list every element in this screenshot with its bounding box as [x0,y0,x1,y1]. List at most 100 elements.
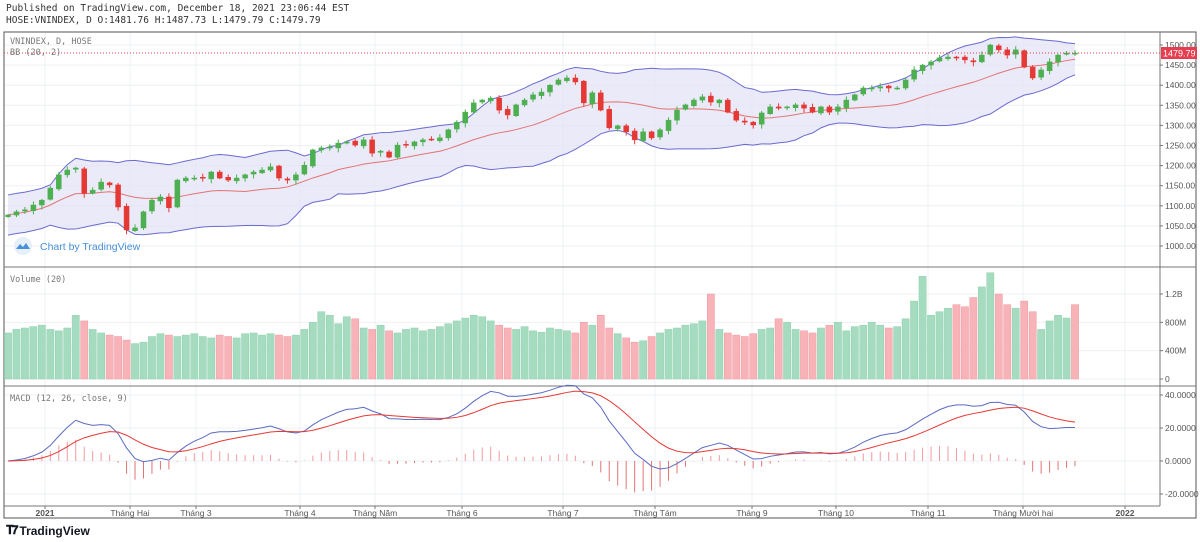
candle-body [911,69,917,80]
candle-body [106,182,113,186]
candle-body [132,227,138,231]
candle-body [928,61,934,66]
candle-body [860,87,867,95]
candle-body [674,109,680,121]
volume-bar [918,276,927,380]
time-axis-label: Tháng 7 [547,508,578,518]
volume-bar [834,322,842,380]
volume-bar [54,330,63,380]
candle-body [208,171,214,180]
volume-bar [131,343,139,380]
candle-body [335,142,342,149]
volume-bar [867,322,876,380]
macd-label[interactable]: MACD (12, 26, close, 9) [10,394,128,404]
tradingview-cloud-icon [14,237,32,255]
candle-body [1055,54,1061,63]
candle-body [801,104,807,109]
price-tick-label: 1250.00 [1165,141,1196,151]
candle-body [530,94,536,100]
published-info: Published on TradingView.com, December 1… [6,3,350,14]
volume-bar [800,330,808,380]
volume-tick-label: 1.2B [1165,289,1183,299]
volume-bar [850,326,859,380]
volume-bar [190,333,199,380]
volume-bar [232,337,241,380]
volume-bar [563,330,571,380]
volume-bar [21,327,29,380]
volume-bar [639,340,647,380]
macd-plot [7,384,1076,493]
candle-body [225,177,231,181]
bollinger-bands [7,36,1076,236]
volume-bar [351,318,360,380]
volume-bar [546,327,554,380]
time-axis-label: Tháng Hai [110,508,149,518]
volume-bar [80,320,89,380]
volume-bar [935,311,944,380]
candle-body [233,177,240,182]
candle-body [437,137,443,141]
volume-bar [393,332,402,380]
candle-body [454,121,460,130]
bb-indicator-label[interactable]: BB (20, 2) [10,48,61,58]
volume-bar [402,329,410,380]
volume-bar [715,329,724,380]
candle-body [428,138,435,141]
candle-body [996,45,1002,51]
time-axis-label: Tháng 3 [180,508,211,518]
time-axis-label: Tháng 6 [446,508,477,518]
candle-body [5,214,11,217]
candle-body [200,177,206,179]
volume-bar [994,293,1003,380]
candle-body [377,150,384,153]
volume-bar [122,339,131,380]
volume-bar [309,322,317,380]
candle-body [835,106,841,112]
last-price-badge [1161,47,1197,59]
tradingview-logo[interactable]: 𝐓𝟕 TradingView [6,523,90,538]
watermark: Chart by TradingView [14,237,141,255]
price-tick-label: 1300.00 [1165,120,1196,130]
macd-tick-label: -20.0000 [1165,489,1199,499]
candles [5,43,1078,235]
candle-body [56,174,62,190]
candle-body [360,139,367,147]
volume-bar [165,334,173,380]
candle-body [327,146,333,149]
price-tick-label: 1100.00 [1165,201,1195,211]
candle-body [13,211,20,216]
candle-body [564,77,570,82]
candle-body [665,119,672,131]
volume-bar [1054,315,1062,380]
time-axis-label: Tháng Năm [353,508,397,518]
candle-body [581,80,587,104]
candle-body [962,56,968,61]
macd-tick-label: 20.0000 [1165,423,1196,433]
candle-body [809,107,816,113]
volume-bar [29,326,38,380]
volume-label[interactable]: Volume (20) [10,275,66,285]
price-tick-label: 1050.00 [1165,221,1196,231]
volume-bar [495,324,504,380]
volume-bar [647,336,656,380]
candle-body [386,151,392,158]
time-axis-label: 2022 [1116,508,1135,518]
volume-bars [4,272,1079,380]
candle-body [166,196,172,209]
volume-bar [1062,317,1071,380]
candle-body [682,104,689,110]
volume-bar [385,330,393,380]
volume-bar [732,334,741,380]
volume-bar [46,329,55,380]
volume-bar [571,332,580,380]
volume-bar [114,336,122,380]
volume-bar [927,315,935,380]
candle-body [1004,49,1011,56]
price-tick-label: 1500.00 [1165,40,1196,50]
volume-bar [529,330,537,380]
candle-body [496,97,502,111]
candle-body [936,57,943,62]
candle-body [648,131,655,139]
volume-bar [986,272,995,380]
